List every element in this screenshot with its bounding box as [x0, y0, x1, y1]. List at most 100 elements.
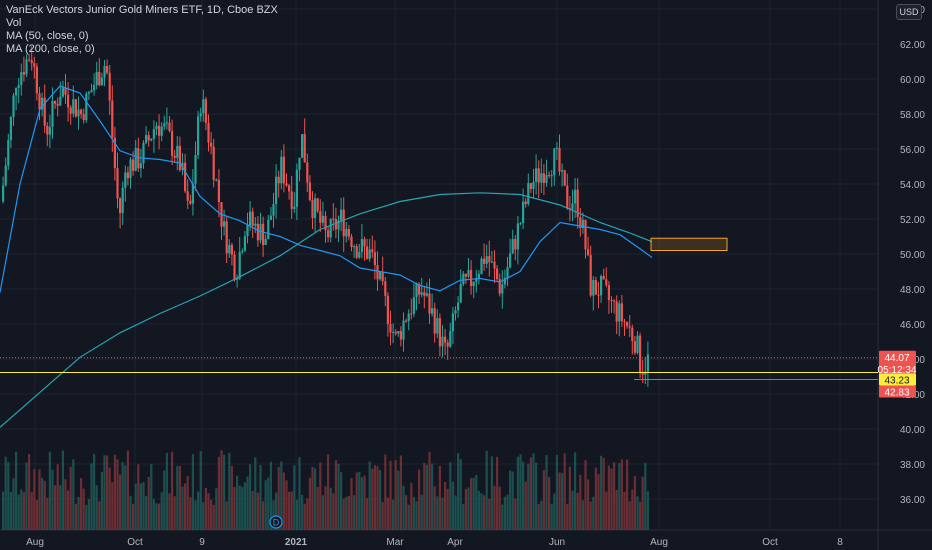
- candle-body: [592, 280, 595, 296]
- candle-body: [646, 354, 649, 372]
- candle-body: [540, 173, 543, 183]
- candle-body: [522, 201, 525, 224]
- volume-bar: [69, 466, 72, 530]
- volume-bar: [238, 485, 241, 530]
- volume-bar: [353, 495, 356, 530]
- volume-bar: [636, 496, 639, 530]
- volume-bar: [415, 501, 418, 530]
- candle-body: [238, 251, 241, 279]
- y-tick-label: 48.00: [900, 285, 925, 296]
- volume-bar: [542, 470, 545, 530]
- volume-bar: [446, 488, 449, 530]
- candle-body: [581, 219, 584, 229]
- volume-bar: [464, 488, 467, 530]
- candle-body: [108, 72, 111, 101]
- volume-bar: [72, 459, 75, 530]
- volume-bar: [165, 452, 168, 530]
- candle-body: [360, 239, 363, 252]
- candle-body: [256, 223, 259, 241]
- candle-body: [293, 206, 296, 209]
- volume-bar: [545, 455, 548, 530]
- volume-bar: [87, 499, 90, 530]
- candle-body: [311, 200, 314, 218]
- candle-body: [295, 169, 298, 207]
- candle-body: [72, 99, 75, 114]
- candle-body: [472, 281, 475, 287]
- x-tick-label: 9: [199, 537, 205, 548]
- candle-body: [95, 71, 98, 86]
- legend-ma50[interactable]: MA (50, close, 0): [6, 30, 89, 42]
- candle-body: [308, 182, 311, 201]
- volume-bar: [262, 501, 265, 530]
- volume-bar: [571, 490, 574, 530]
- volume-bar: [194, 500, 197, 530]
- candle-body: [576, 189, 579, 218]
- volume-bar: [613, 462, 616, 530]
- candle-body: [571, 203, 574, 210]
- volume-bar: [168, 493, 171, 530]
- candle-body: [197, 116, 200, 156]
- volume-bar: [54, 485, 57, 530]
- volume-bar: [483, 495, 486, 530]
- candle-body: [124, 172, 127, 188]
- volume-bar: [498, 486, 501, 530]
- candle-body: [46, 125, 49, 135]
- candle-body: [490, 261, 493, 263]
- volume-bar: [371, 468, 374, 530]
- candle-body: [329, 218, 332, 238]
- volume-bar: [496, 456, 499, 530]
- volume-bar: [249, 464, 252, 530]
- volume-bar: [589, 501, 592, 530]
- volume-bar: [212, 504, 215, 530]
- candle-body: [412, 297, 415, 314]
- volume-bar: [389, 460, 392, 530]
- volume-bar: [527, 463, 530, 530]
- candle-body: [59, 96, 62, 106]
- candle-body: [165, 122, 168, 124]
- candle-body: [381, 272, 384, 282]
- legend-ma200[interactable]: MA (200, close, 0): [6, 43, 95, 55]
- volume-bar: [340, 472, 343, 530]
- candle-body: [233, 254, 236, 280]
- volume-bar: [360, 477, 363, 530]
- candle-body: [446, 342, 449, 347]
- volume-bar: [337, 463, 340, 530]
- candle-body: [589, 255, 592, 296]
- candle-body: [485, 256, 488, 264]
- legend-vol: Vol: [6, 17, 22, 29]
- volume-bar: [267, 477, 270, 530]
- candle-body: [373, 252, 376, 266]
- volume-bar: [319, 462, 322, 530]
- volume-bar: [433, 486, 436, 530]
- candle-body: [321, 215, 324, 223]
- currency-badge[interactable]: USD: [896, 4, 922, 20]
- candle-body: [340, 209, 343, 221]
- volume-bar: [563, 453, 566, 530]
- candle-body: [449, 331, 452, 347]
- volume-bar: [225, 501, 228, 530]
- volume-bar: [46, 497, 49, 530]
- volume-bar: [51, 469, 54, 530]
- countdown-label: 05:12:34: [878, 365, 917, 376]
- candle-body: [158, 125, 161, 136]
- volume-bar: [561, 473, 564, 530]
- volume-bar: [178, 466, 181, 530]
- volume-bar: [488, 498, 491, 530]
- candle-body: [498, 279, 501, 294]
- candle-body: [298, 157, 301, 170]
- volume-bar: [363, 475, 366, 530]
- candle-body: [191, 183, 194, 204]
- volume-bar: [522, 461, 525, 530]
- candle-body: [633, 341, 636, 353]
- volume-bar: [61, 450, 64, 530]
- low-badge: [879, 385, 916, 398]
- volume-bar: [467, 487, 470, 530]
- volume-bar: [2, 491, 5, 530]
- volume-bar: [285, 480, 288, 530]
- volume-bar: [475, 475, 478, 530]
- candle-body: [74, 99, 77, 117]
- volume-bar: [420, 494, 423, 530]
- candle-body: [147, 135, 150, 141]
- y-tick-label: 40.00: [900, 425, 925, 436]
